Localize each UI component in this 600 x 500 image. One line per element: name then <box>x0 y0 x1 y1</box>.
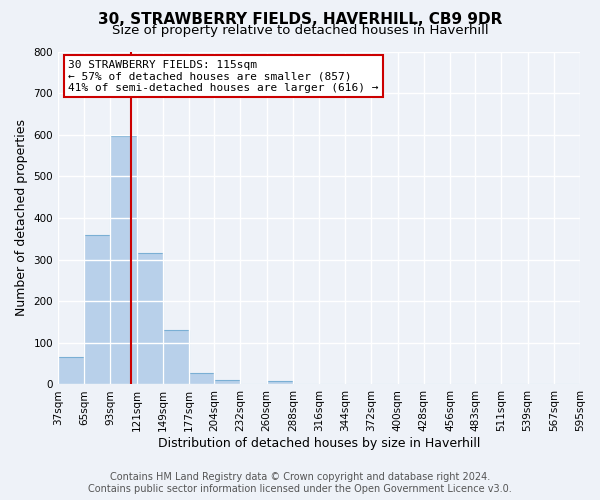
Text: 30, STRAWBERRY FIELDS, HAVERHILL, CB9 9DR: 30, STRAWBERRY FIELDS, HAVERHILL, CB9 9D… <box>98 12 502 28</box>
Bar <box>163 330 189 384</box>
Bar <box>110 136 137 384</box>
Text: Contains HM Land Registry data © Crown copyright and database right 2024.
Contai: Contains HM Land Registry data © Crown c… <box>88 472 512 494</box>
Text: Size of property relative to detached houses in Haverhill: Size of property relative to detached ho… <box>112 24 488 37</box>
Bar <box>137 252 163 384</box>
Text: 30 STRAWBERRY FIELDS: 115sqm
← 57% of detached houses are smaller (857)
41% of s: 30 STRAWBERRY FIELDS: 115sqm ← 57% of de… <box>68 60 379 93</box>
Bar <box>214 380 241 384</box>
Y-axis label: Number of detached properties: Number of detached properties <box>15 120 28 316</box>
X-axis label: Distribution of detached houses by size in Haverhill: Distribution of detached houses by size … <box>158 437 480 450</box>
Bar <box>84 236 110 384</box>
Bar <box>58 358 84 384</box>
Bar <box>266 381 293 384</box>
Bar <box>189 373 214 384</box>
